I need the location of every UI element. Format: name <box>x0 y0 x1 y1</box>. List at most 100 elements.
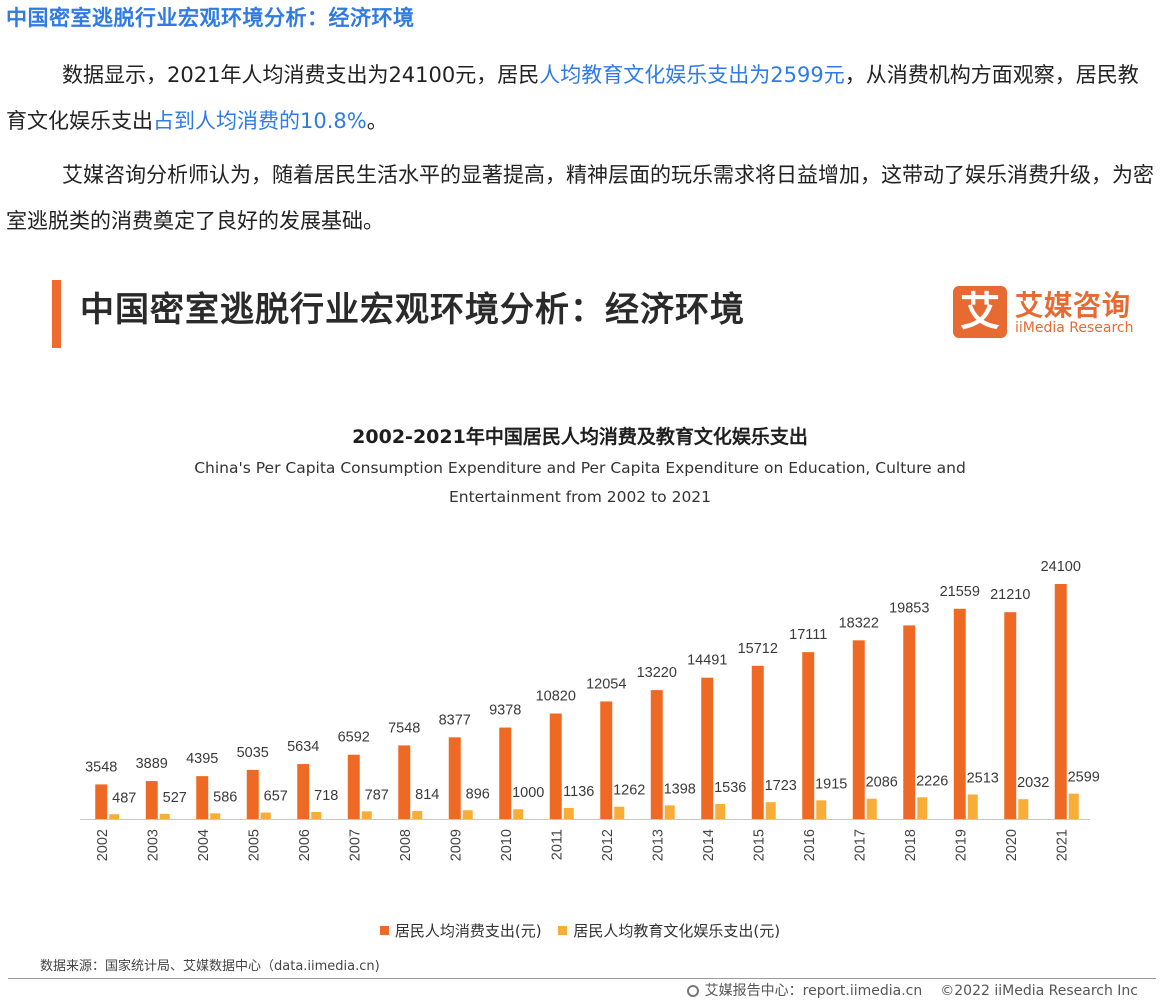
logo-cn-text: 艾媒咨询 <box>1015 289 1132 322</box>
label-education-2017: 2086 <box>866 775 898 791</box>
label-education-2014: 1536 <box>714 780 746 796</box>
bar-education-2021 <box>1068 793 1079 819</box>
slide-footer: 艾媒报告中心：report.iimedia.cn ©2022 iiMedia Re… <box>686 980 1138 1000</box>
label-consumption-2017: 18322 <box>839 615 879 631</box>
x-tick-label-2008: 2008 <box>398 829 414 861</box>
bar-education-2020 <box>1018 799 1029 819</box>
x-tick-label-2006: 2006 <box>297 829 313 861</box>
legend-item-education: 居民人均教育文化娱乐支出(元) <box>558 920 780 941</box>
label-consumption-2009: 8377 <box>439 712 471 728</box>
label-education-2008: 814 <box>415 787 439 803</box>
bar-education-2019 <box>967 794 978 819</box>
label-consumption-2002: 3548 <box>85 759 117 775</box>
logo-en-text: iiMedia Research <box>1015 320 1134 336</box>
bar-consumption-2013 <box>650 690 663 819</box>
label-education-2019: 2513 <box>967 770 999 786</box>
label-consumption-2003: 3889 <box>136 756 168 772</box>
report-slide: 中国密室逃脱行业宏观环境分析：经济环境 艾 艾媒咨询 iiMedia Resea… <box>0 262 1160 1000</box>
bar-education-2017 <box>866 798 877 819</box>
x-tick-label-2021: 2021 <box>1055 829 1071 861</box>
bar-consumption-2019 <box>953 608 966 819</box>
x-tick-label-2014: 2014 <box>701 829 717 861</box>
x-tick-label-2015: 2015 <box>752 829 768 861</box>
bar-consumption-2014 <box>701 677 714 819</box>
label-consumption-2015: 15712 <box>738 641 778 657</box>
bar-consumption-2006 <box>297 764 310 819</box>
label-consumption-2005: 5035 <box>237 745 269 761</box>
bar-education-2015 <box>765 802 776 819</box>
label-education-2002: 487 <box>112 790 136 806</box>
bar-chart: 3548 487 2002 3889 527 2003 4395 586 2004 5035 657… <box>80 559 1100 861</box>
bar-consumption-2005 <box>246 769 259 819</box>
bar-consumption-2004 <box>196 776 209 819</box>
article-paragraph-2: 艾媒咨询分析师认为，随着居民生活水平的显著提高，精神层面的玩乐需求将日益增加，这… <box>6 163 1154 233</box>
logo-mark-icon: 艾 <box>953 286 1007 338</box>
bar-consumption-2010 <box>499 727 512 819</box>
label-consumption-2019: 21559 <box>940 584 980 600</box>
label-education-2005: 657 <box>264 789 288 805</box>
bar-education-2011 <box>563 807 574 819</box>
label-education-2006: 718 <box>314 788 338 804</box>
label-consumption-2013: 13220 <box>637 665 677 681</box>
bar-consumption-2020 <box>1004 612 1017 819</box>
x-tick-label-2005: 2005 <box>247 829 263 861</box>
x-tick-label-2007: 2007 <box>348 829 364 861</box>
highlight-link-share[interactable]: 占到人均消费的10.8% <box>153 109 367 133</box>
label-consumption-2014: 14491 <box>687 653 727 669</box>
bar-education-2009 <box>462 810 473 819</box>
slide-title: 中国密室逃脱行业宏观环境分析：经济环境 <box>80 290 745 330</box>
bar-consumption-2007 <box>347 754 360 819</box>
x-tick-label-2009: 2009 <box>449 829 465 861</box>
label-consumption-2020: 21210 <box>990 587 1030 603</box>
label-education-2012: 1262 <box>613 783 645 799</box>
label-education-2013: 1398 <box>664 781 696 797</box>
chart-title: 2002-2021年中国居民人均消费及教育文化娱乐支出 <box>352 426 808 448</box>
label-consumption-2004: 4395 <box>186 751 218 767</box>
bar-education-2007 <box>361 811 372 819</box>
x-tick-label-2012: 2012 <box>600 829 616 861</box>
bar-consumption-2011 <box>549 713 562 819</box>
bar-consumption-2009 <box>448 737 461 819</box>
label-consumption-2021: 24100 <box>1041 559 1081 575</box>
highlight-link-edu-spending[interactable]: 人均教育文化娱乐支出为2599元 <box>539 63 845 87</box>
x-tick-label-2011: 2011 <box>550 829 566 860</box>
title-accent-bar <box>52 280 61 348</box>
label-consumption-2006: 5634 <box>287 739 319 755</box>
legend-swatch-education <box>558 926 568 935</box>
x-tick-label-2019: 2019 <box>954 829 970 861</box>
article-heading: 中国密室逃脱行业宏观环境分析：经济环境 <box>6 6 415 30</box>
iimedia-logo: 艾 艾媒咨询 iiMedia Research <box>953 282 1153 340</box>
legend-item-consumption: 居民人均消费支出(元) <box>379 920 542 941</box>
bar-education-2012 <box>614 806 625 819</box>
x-tick-label-2010: 2010 <box>499 829 515 861</box>
bar-education-2016 <box>816 800 827 819</box>
label-education-2018: 2226 <box>916 773 948 789</box>
bar-education-2003 <box>159 813 170 819</box>
bar-consumption-2008 <box>398 745 411 819</box>
label-education-2015: 1723 <box>765 778 797 794</box>
globe-icon <box>686 985 699 997</box>
bar-consumption-2016 <box>802 652 815 819</box>
bar-education-2006 <box>311 811 322 819</box>
label-consumption-2007: 6592 <box>338 730 370 746</box>
chart-legend: 居民人均消费支出(元) 居民人均教育文化娱乐支出(元) <box>0 920 1160 941</box>
label-consumption-2016: 17111 <box>789 627 827 643</box>
label-consumption-2011: 10820 <box>536 688 576 704</box>
article-paragraph-1: 数据显示，2021年人均消费支出为24100元，居民人均教育文化娱乐支出为259… <box>6 63 1139 133</box>
bar-education-2005 <box>260 812 271 819</box>
label-consumption-2018: 19853 <box>889 600 929 616</box>
bar-education-2004 <box>210 813 221 819</box>
bar-consumption-2002 <box>95 784 108 819</box>
label-consumption-2008: 7548 <box>388 720 420 736</box>
bar-consumption-2015 <box>751 665 764 819</box>
label-education-2020: 2032 <box>1017 775 1049 791</box>
label-education-2009: 896 <box>466 786 490 802</box>
bar-education-2018 <box>917 797 928 819</box>
bar-consumption-2012 <box>600 701 613 819</box>
x-tick-label-2016: 2016 <box>802 829 818 861</box>
label-education-2003: 527 <box>163 790 187 806</box>
x-tick-label-2018: 2018 <box>903 829 919 861</box>
label-education-2004: 586 <box>213 789 237 805</box>
label-education-2010: 1000 <box>512 785 544 801</box>
bar-consumption-2003 <box>145 781 158 819</box>
